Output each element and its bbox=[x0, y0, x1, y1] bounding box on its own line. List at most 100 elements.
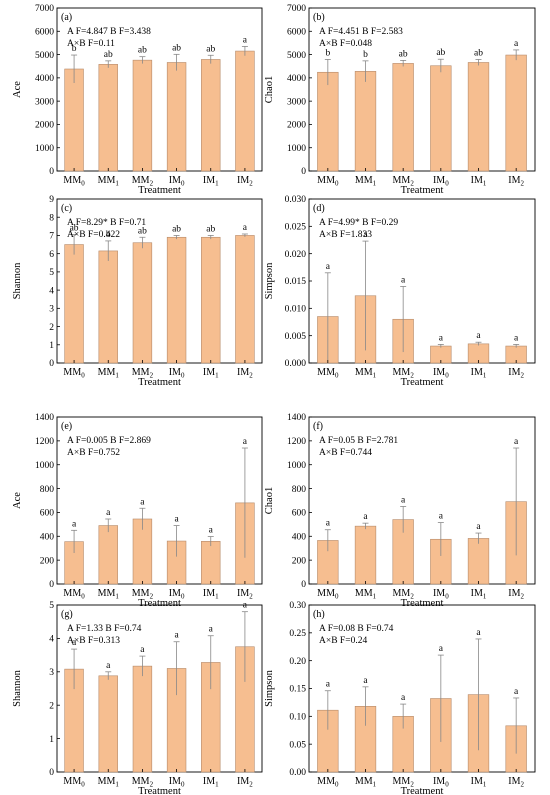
y-tick-label: 4000 bbox=[287, 74, 306, 84]
y-tick-label: 6000 bbox=[287, 27, 306, 37]
plot-frame bbox=[308, 416, 536, 585]
significance-letter: a bbox=[72, 638, 77, 648]
significance-letter: ab bbox=[172, 224, 181, 234]
significance-letter: a bbox=[140, 645, 145, 655]
y-tick-label: 1000 bbox=[287, 144, 306, 154]
y-tick-label: 0 bbox=[49, 167, 54, 177]
significance-letter: a bbox=[514, 39, 519, 49]
x-tick-label: IM0 bbox=[433, 776, 449, 789]
bar bbox=[201, 540, 221, 585]
significance-letter: a bbox=[514, 437, 519, 447]
x-tick-label: MM2 bbox=[132, 367, 154, 380]
x-tick-label: IM1 bbox=[203, 367, 219, 380]
stats-annotation: A F=8.29* B F=0.71 bbox=[67, 218, 146, 228]
y-tick-label: 400 bbox=[292, 532, 307, 542]
x-tick-label: MM1 bbox=[98, 175, 120, 188]
x-tick-label: IM2 bbox=[508, 367, 524, 380]
bar bbox=[467, 62, 490, 172]
y-tick-label: 0.00 bbox=[289, 768, 306, 778]
bar bbox=[64, 68, 84, 172]
significance-letter: a bbox=[401, 693, 406, 703]
chart-panel-3: 0 1 2 3 4 5 6 7 8 9 Shannon Treatment ab MM0 b MM1 ab MM2… bbox=[12, 195, 263, 388]
x-axis-label: Treatment bbox=[138, 377, 181, 388]
significance-letter: a bbox=[243, 601, 248, 611]
bar bbox=[392, 63, 414, 172]
bar bbox=[166, 62, 187, 172]
significance-letter: ab bbox=[436, 48, 445, 58]
stats-annotation: A F=4.847 B F=3.438 bbox=[67, 27, 151, 37]
y-tick-label: 3 bbox=[49, 668, 54, 678]
x-tick-label: IM1 bbox=[203, 175, 219, 188]
y-tick-label: 600 bbox=[40, 509, 55, 519]
significance-letter: b bbox=[72, 44, 77, 54]
y-tick-label: 0.030 bbox=[285, 195, 307, 205]
significance-letter: a bbox=[514, 333, 519, 343]
x-axis-label: Treatment bbox=[138, 598, 181, 609]
significance-letter: a bbox=[476, 331, 481, 341]
x-tick-label: MM1 bbox=[98, 367, 120, 380]
y-tick-label: 3 bbox=[49, 305, 54, 315]
significance-letter: a bbox=[439, 333, 444, 343]
y-tick-label: 1000 bbox=[287, 461, 306, 471]
significance-letter: ab bbox=[206, 44, 215, 54]
significance-letter: a bbox=[514, 687, 519, 697]
y-tick-label: 3000 bbox=[35, 97, 54, 107]
x-tick-label: MM0 bbox=[317, 175, 339, 188]
significance-letter: a bbox=[363, 512, 368, 522]
significance-letter: ab bbox=[70, 224, 79, 234]
x-tick-label: MM1 bbox=[355, 776, 377, 789]
significance-letter: ab bbox=[138, 46, 147, 56]
significance-letter: b bbox=[325, 48, 330, 58]
significance-letter: a bbox=[243, 35, 248, 45]
x-tick-label: IM1 bbox=[471, 588, 487, 601]
y-tick-label: 1 bbox=[49, 341, 54, 351]
bar bbox=[235, 50, 255, 172]
x-tick-label: IM2 bbox=[237, 588, 253, 601]
significance-letter: a bbox=[209, 526, 214, 536]
y-tick-label: 0.20 bbox=[289, 657, 306, 667]
x-axis-label: Treatment bbox=[401, 377, 444, 388]
x-tick-label: IM1 bbox=[203, 588, 219, 601]
bar bbox=[98, 525, 118, 585]
y-tick-label: 0.015 bbox=[285, 277, 307, 287]
significance-letter: ab bbox=[399, 49, 408, 59]
x-tick-label: IM0 bbox=[169, 776, 185, 789]
significance-letter: a bbox=[326, 519, 331, 529]
x-tick-label: IM2 bbox=[508, 175, 524, 188]
chart-panel-1: 0 1000 2000 3000 4000 5000 6000 7000 Ace Treatmen… bbox=[12, 4, 263, 196]
bar bbox=[132, 59, 153, 172]
y-tick-label: 0 bbox=[49, 580, 54, 590]
y-tick-label: 0.010 bbox=[285, 305, 307, 315]
stats-annotation: A×B F=0.422 bbox=[67, 230, 120, 240]
x-tick-label: IM0 bbox=[433, 175, 449, 188]
x-tick-label: MM1 bbox=[355, 175, 377, 188]
y-tick-label: 0 bbox=[301, 167, 306, 177]
x-tick-label: MM2 bbox=[393, 588, 415, 601]
y-tick-label: 0 bbox=[301, 580, 306, 590]
bar bbox=[354, 71, 377, 172]
panel-label: (c) bbox=[61, 203, 72, 214]
significance-letter: a bbox=[174, 631, 179, 641]
y-tick-label: 8 bbox=[49, 213, 54, 223]
significance-letter: a bbox=[363, 676, 368, 686]
y-tick-label: 1400 bbox=[35, 413, 54, 423]
x-tick-label: IM2 bbox=[237, 367, 253, 380]
y-tick-label: 5 bbox=[49, 268, 54, 278]
panel-label: (d) bbox=[313, 203, 325, 214]
chart-panel-4: 0.000 0.005 0.010 0.015 0.020 0.025 0.030 Simps… bbox=[264, 195, 536, 388]
y-tick-label: 4 bbox=[49, 286, 54, 296]
stats-annotation: A×B F=0.24 bbox=[319, 636, 367, 646]
significance-letter: a bbox=[326, 262, 331, 272]
significance-letter: a bbox=[439, 512, 444, 522]
x-axis-label: Treatment bbox=[401, 786, 444, 795]
bar bbox=[64, 244, 84, 364]
y-tick-label: 5000 bbox=[35, 51, 54, 61]
x-tick-label: IM2 bbox=[237, 175, 253, 188]
significance-letter: a bbox=[174, 515, 179, 525]
bar bbox=[132, 242, 153, 364]
x-tick-label: MM2 bbox=[393, 776, 415, 789]
stats-annotation: A F=0.05 B F=2.781 bbox=[319, 436, 398, 446]
y-axis-label: Chao1 bbox=[264, 487, 275, 514]
y-tick-label: 0.25 bbox=[289, 629, 306, 639]
x-tick-label: MM1 bbox=[98, 588, 120, 601]
